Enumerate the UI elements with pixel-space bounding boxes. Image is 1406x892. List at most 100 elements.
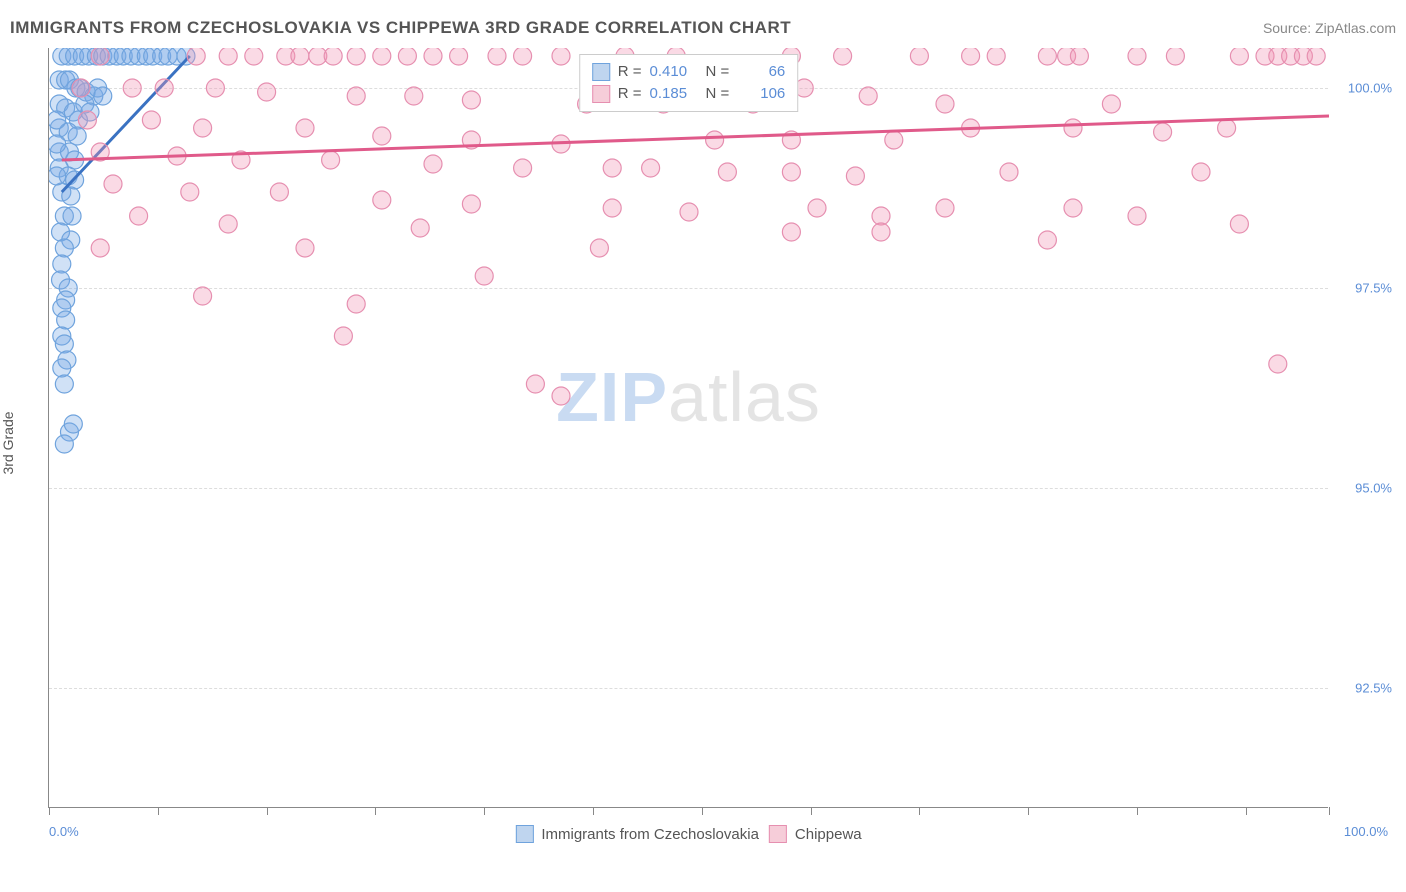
data-point [603, 159, 621, 177]
data-point [55, 239, 73, 257]
y-tick-label: 95.0% [1332, 481, 1392, 496]
n-value: 66 [737, 61, 785, 83]
y-tick-label: 92.5% [1332, 681, 1392, 696]
data-point [373, 48, 391, 65]
chart-container: 3rd Grade ZIPatlas R =0.410N =66R =0.185… [48, 48, 1392, 838]
data-point [514, 159, 532, 177]
data-point [322, 151, 340, 169]
data-point [1064, 199, 1082, 217]
x-tick [1329, 807, 1330, 815]
data-point [1038, 231, 1056, 249]
data-point [462, 91, 480, 109]
data-point [55, 435, 73, 453]
x-tick [1137, 807, 1138, 815]
data-point [296, 239, 314, 257]
data-point [910, 48, 928, 65]
data-point [72, 79, 90, 97]
legend-item: Chippewa [769, 825, 862, 843]
data-point [872, 223, 890, 241]
data-point [1070, 48, 1088, 65]
legend-swatch [592, 85, 610, 103]
data-point [424, 155, 442, 173]
data-point [782, 223, 800, 241]
data-point [782, 163, 800, 181]
legend-stats-row: R =0.410N =66 [592, 61, 786, 83]
trend-line [62, 116, 1329, 160]
data-point [1128, 48, 1146, 65]
chart-title: IMMIGRANTS FROM CZECHOSLOVAKIA VS CHIPPE… [10, 18, 791, 38]
r-label: R = [618, 83, 642, 105]
data-point [885, 131, 903, 149]
data-point [1128, 207, 1146, 225]
data-point [488, 48, 506, 65]
n-label: N = [706, 61, 730, 83]
data-point [63, 207, 81, 225]
data-point [55, 375, 73, 393]
data-point [1166, 48, 1184, 65]
data-point [347, 87, 365, 105]
source-label: Source: ZipAtlas.com [1263, 20, 1396, 36]
data-point [94, 87, 112, 105]
data-point [1000, 163, 1018, 181]
legend-swatch [592, 63, 610, 81]
data-point [987, 48, 1005, 65]
x-tick [593, 807, 594, 815]
data-point [514, 48, 532, 65]
data-point [1269, 355, 1287, 373]
data-point [181, 183, 199, 201]
legend-stats-row: R =0.185N =106 [592, 83, 786, 105]
data-point [334, 327, 352, 345]
data-point [91, 48, 109, 65]
x-tick [811, 807, 812, 815]
data-point [1064, 119, 1082, 137]
data-point [552, 48, 570, 65]
data-point [834, 48, 852, 65]
data-point [1218, 119, 1236, 137]
data-point [55, 335, 73, 353]
x-tick [919, 807, 920, 815]
data-point [130, 207, 148, 225]
data-point [424, 48, 442, 65]
x-tick [49, 807, 50, 815]
data-point [936, 199, 954, 217]
data-point [398, 48, 416, 65]
data-point [49, 167, 66, 185]
data-point [590, 239, 608, 257]
data-point [49, 111, 66, 129]
data-point [347, 295, 365, 313]
data-point [78, 111, 96, 129]
data-point [859, 87, 877, 105]
data-point [808, 199, 826, 217]
data-point [324, 48, 342, 65]
legend-label: Immigrants from Czechoslovakia [541, 826, 759, 843]
legend-swatch [769, 825, 787, 843]
r-value: 0.410 [650, 61, 698, 83]
data-point [296, 119, 314, 137]
data-point [603, 199, 621, 217]
y-tick-label: 97.5% [1332, 281, 1392, 296]
n-label: N = [706, 83, 730, 105]
data-point [1154, 123, 1172, 141]
data-point [291, 48, 309, 65]
data-point [1230, 215, 1248, 233]
data-point [187, 48, 205, 65]
y-axis-label: 3rd Grade [0, 411, 16, 474]
x-tick [375, 807, 376, 815]
data-point [962, 48, 980, 65]
data-point [53, 359, 71, 377]
data-point [475, 267, 493, 285]
data-point [53, 255, 71, 273]
data-point [680, 203, 698, 221]
data-point [706, 131, 724, 149]
data-point [68, 127, 86, 145]
x-tick [702, 807, 703, 815]
legend-item: Immigrants from Czechoslovakia [515, 825, 759, 843]
data-point [936, 95, 954, 113]
data-point [411, 219, 429, 237]
data-point [123, 79, 141, 97]
plot-area: ZIPatlas R =0.410N =66R =0.185N =106 0.0… [48, 48, 1328, 808]
data-point [1192, 163, 1210, 181]
data-point [1102, 95, 1120, 113]
data-point [206, 79, 224, 97]
y-tick-label: 100.0% [1332, 81, 1392, 96]
